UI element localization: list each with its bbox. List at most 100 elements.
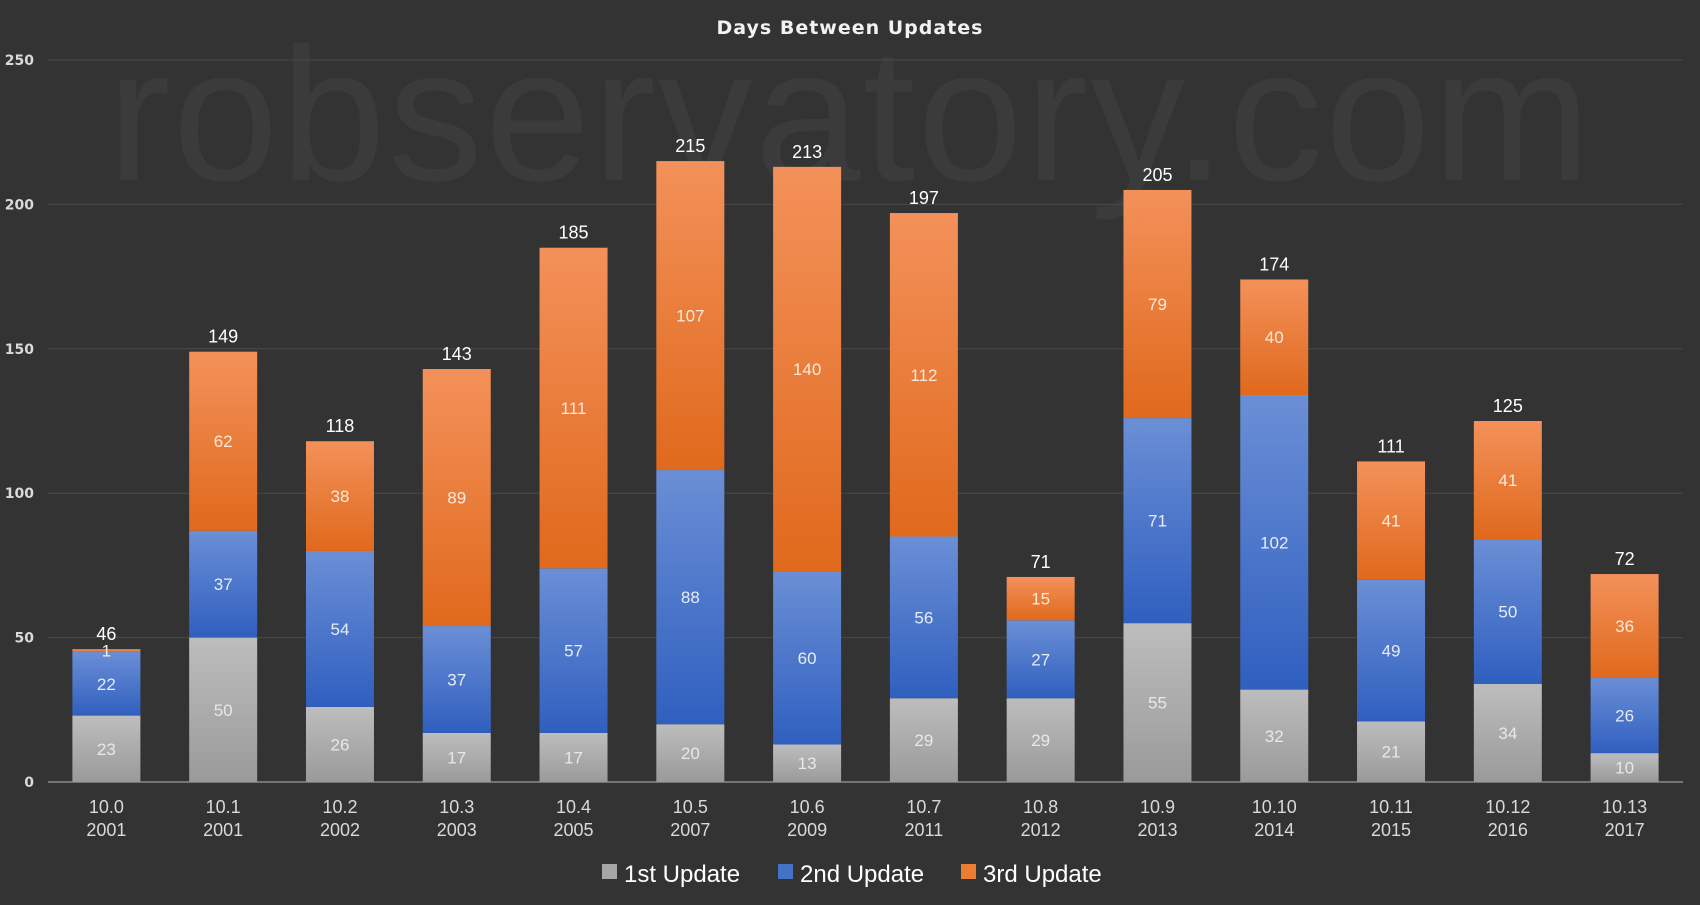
legend-label: 1st Update (624, 861, 740, 888)
segment-value-label: 17 (447, 748, 466, 767)
bar-segment (305, 441, 374, 551)
total-value-label: 125 (1493, 396, 1523, 416)
segment-value-label: 22 (97, 675, 116, 694)
legend-swatch (602, 864, 617, 879)
segment-value-label: 37 (447, 670, 466, 689)
segment-value-label: 88 (681, 588, 700, 607)
bar-segment (1357, 721, 1426, 782)
segment-value-label: 15 (1031, 590, 1050, 609)
x-tick-label: 2005 (554, 820, 594, 840)
x-tick-label: 2016 (1488, 820, 1528, 840)
bar-segment (1123, 418, 1192, 624)
x-tick-label: 10.9 (1140, 797, 1175, 817)
total-value-label: 185 (559, 223, 589, 243)
x-tick-label: 10.4 (556, 797, 591, 817)
bar-segment (539, 732, 608, 782)
bar-segment (656, 724, 725, 782)
segment-value-label: 49 (1382, 642, 1401, 661)
bar-segment (1240, 279, 1309, 396)
y-tick-label: 150 (5, 342, 34, 358)
segment-value-label: 37 (214, 575, 233, 594)
x-tick-label: 10.5 (673, 797, 708, 817)
segment-value-label: 60 (798, 649, 817, 668)
segment-value-label: 112 (910, 366, 937, 385)
segment-value-label: 34 (1498, 724, 1517, 743)
total-value-label: 118 (326, 416, 355, 436)
segment-value-label: 17 (564, 748, 583, 767)
x-tick-label: 10.12 (1485, 797, 1530, 817)
segment-value-label: 1 (102, 642, 111, 661)
segment-value-label: 41 (1382, 512, 1401, 531)
bar-segment (539, 568, 608, 733)
segment-value-label: 29 (1031, 731, 1050, 750)
x-axis-ticks: 10.0 2001 10.1 2001 10.2 2002 10.3 2003 10.4 2005… (86, 797, 1647, 840)
legend: 1st Update 2nd Update 3rd Update (602, 861, 1102, 888)
segment-value-label: 13 (798, 754, 817, 773)
bar-segment (422, 626, 491, 733)
bar-segment (189, 530, 258, 638)
segment-value-label: 29 (914, 731, 933, 750)
total-value-label: 205 (1142, 165, 1172, 185)
bar-segment (656, 470, 725, 725)
segment-value-label: 23 (97, 740, 116, 759)
bar-segment (1006, 620, 1075, 699)
y-tick-label: 250 (5, 53, 34, 69)
segment-value-label: 27 (1031, 650, 1050, 669)
segment-value-label: 107 (676, 307, 704, 326)
segment-value-label: 79 (1148, 295, 1167, 314)
x-tick-label: 2011 (905, 820, 944, 840)
x-tick-label: 2013 (1137, 820, 1177, 840)
segment-value-label: 20 (681, 744, 700, 763)
watermark: robservatory.com (107, 9, 1593, 221)
x-tick-label: 10.3 (439, 797, 474, 817)
segment-value-label: 55 (1148, 694, 1167, 713)
total-value-label: 143 (442, 344, 472, 364)
bar-segment (539, 247, 608, 569)
bar-segment (889, 213, 958, 537)
segment-value-label: 36 (1615, 617, 1634, 636)
chart-title: Days Between Updates (717, 17, 984, 39)
bar-segment (773, 744, 842, 782)
bar-segment (72, 652, 141, 716)
x-tick-label: 2015 (1371, 820, 1411, 840)
x-tick-label: 10.6 (790, 797, 825, 817)
bar-segment (422, 369, 491, 627)
segment-value-label: 62 (214, 432, 233, 451)
bar-segment (1473, 683, 1542, 782)
segment-value-label: 26 (331, 735, 350, 754)
x-tick-label: 10.8 (1023, 797, 1058, 817)
segment-value-label: 32 (1265, 727, 1284, 746)
x-tick-label: 10.2 (322, 797, 357, 817)
y-tick-label: 0 (24, 775, 34, 791)
bar-segment (1357, 579, 1426, 722)
x-tick-label: 2014 (1254, 820, 1294, 840)
bar-segment (889, 698, 958, 782)
bar-segment (773, 571, 842, 745)
segment-value-label: 56 (914, 608, 933, 627)
total-value-label: 71 (1031, 552, 1051, 572)
x-tick-label: 2009 (787, 820, 827, 840)
y-tick-label: 200 (5, 197, 34, 213)
bar-segment (1590, 574, 1659, 679)
legend-swatch (778, 864, 793, 879)
bar-segment (1006, 576, 1075, 621)
bar-segment (189, 351, 258, 531)
legend-label: 2nd Update (800, 861, 924, 888)
total-value-label: 111 (1377, 436, 1404, 456)
segment-value-label: 89 (447, 489, 466, 508)
bar-segment (773, 166, 842, 572)
bar-segment (72, 715, 141, 782)
segment-value-label: 21 (1382, 743, 1401, 762)
segment-value-label: 10 (1615, 759, 1634, 778)
bar-segment (1473, 539, 1542, 684)
bar-segment (1357, 461, 1426, 580)
segment-value-label: 50 (214, 701, 233, 720)
bar-segment (889, 536, 958, 699)
segment-value-label: 26 (1615, 707, 1634, 726)
y-tick-label: 100 (5, 486, 34, 502)
bars: 23 22 146 50 37 62 149 26 54 38 118 17 37 89 143 17 57 11… (72, 136, 1659, 782)
segment-value-label: 50 (1498, 603, 1517, 622)
total-value-label: 174 (1259, 254, 1289, 274)
